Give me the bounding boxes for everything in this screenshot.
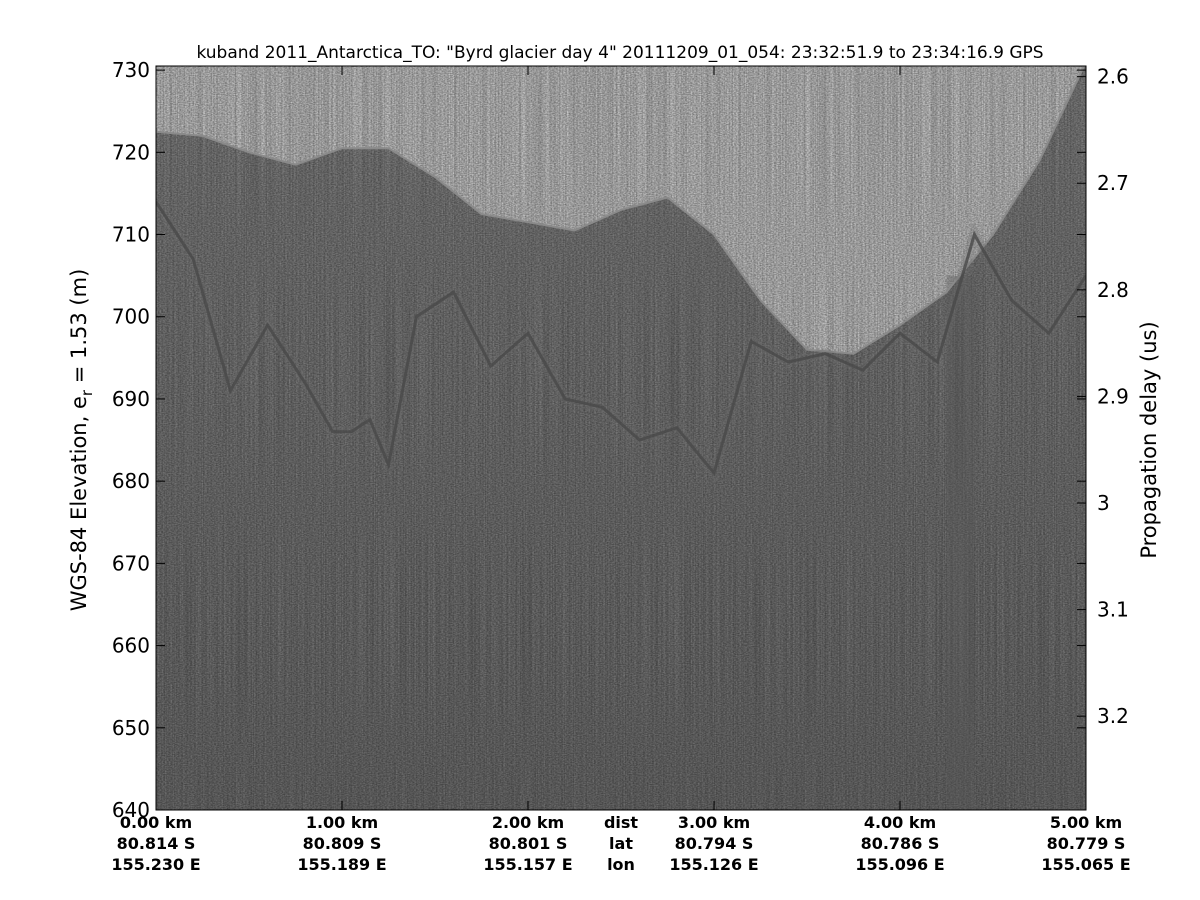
x-lon-label: 155.126 E	[669, 855, 758, 874]
right-y-tick-label: 3.1	[1097, 598, 1129, 622]
x-dist-label: 4.00 km	[864, 813, 936, 832]
x-dist-label: 1.00 km	[306, 813, 378, 832]
left-y-tick-label: 720	[112, 140, 150, 164]
echogram-image	[156, 66, 1086, 810]
x-row-label-dist: dist	[604, 813, 638, 832]
x-dist-label: 0.00 km	[120, 813, 192, 832]
left-y-tick-label: 700	[112, 305, 150, 329]
x-lat-label: 80.779 S	[1047, 834, 1126, 853]
left-y-tick-label: 670	[112, 551, 150, 575]
right-y-tick-label: 2.8	[1097, 278, 1129, 302]
left-y-tick-label: 660	[112, 634, 150, 658]
x-dist-label: 2.00 km	[492, 813, 564, 832]
x-lat-label: 80.794 S	[675, 834, 754, 853]
x-lat-label: 80.801 S	[489, 834, 568, 853]
right-y-axis-label: Propagation delay (us)	[1137, 321, 1161, 558]
x-dist-label: 5.00 km	[1050, 813, 1122, 832]
left-y-tick-label: 680	[112, 469, 150, 493]
left-y-tick-label: 650	[112, 716, 150, 740]
right-y-axis: 2.6 2.7 2.8 2.9 3 3.1 3.2	[1077, 65, 1129, 728]
echogram-stripes	[156, 66, 1086, 810]
surface-reflection-line	[156, 66, 1086, 355]
x-dist-label: 3.00 km	[678, 813, 750, 832]
right-y-tick-label: 3	[1097, 491, 1110, 515]
right-y-tick-label: 2.6	[1097, 65, 1129, 89]
x-lon-label: 155.230 E	[111, 855, 200, 874]
bed-reflection-shadow	[156, 198, 1086, 484]
left-y-tick-label: 730	[112, 58, 150, 82]
left-y-axis: 640 650 660 670 680 690 700 710 720 730	[112, 58, 1086, 822]
right-y-tick-label: 2.9	[1097, 384, 1129, 408]
plot-frame	[155, 65, 1087, 811]
right-y-tick-label: 2.7	[1097, 171, 1129, 195]
x-lat-label: 80.809 S	[303, 834, 382, 853]
bed-reflection-line	[156, 200, 1086, 477]
x-row-label-lat: lat	[609, 834, 633, 853]
x-lat-label: 80.786 S	[861, 834, 940, 853]
x-lon-label: 155.096 E	[855, 855, 944, 874]
chart-title: kuband 2011_Antarctica_TO: "Byrd glacier…	[196, 43, 1043, 63]
x-row-label-lon: lon	[607, 855, 635, 874]
right-y-tick-label: 3.2	[1097, 704, 1129, 728]
x-lon-label: 155.157 E	[483, 855, 572, 874]
left-y-tick-label: 710	[112, 223, 150, 247]
bottom-x-axis: 0.00 km 80.814 S 155.230 E 1.00 km 80.809 S 1…	[111, 66, 1131, 874]
left-y-tick-label: 690	[112, 387, 150, 411]
x-lat-label: 80.814 S	[117, 834, 196, 853]
left-y-tick-label: 640	[112, 798, 150, 822]
left-y-axis-label: WGS-84 Elevation, er = 1.53 (m)	[67, 269, 96, 612]
x-lon-label: 155.065 E	[1041, 855, 1130, 874]
echogram-dark-band	[946, 275, 975, 810]
x-lon-label: 155.189 E	[297, 855, 386, 874]
